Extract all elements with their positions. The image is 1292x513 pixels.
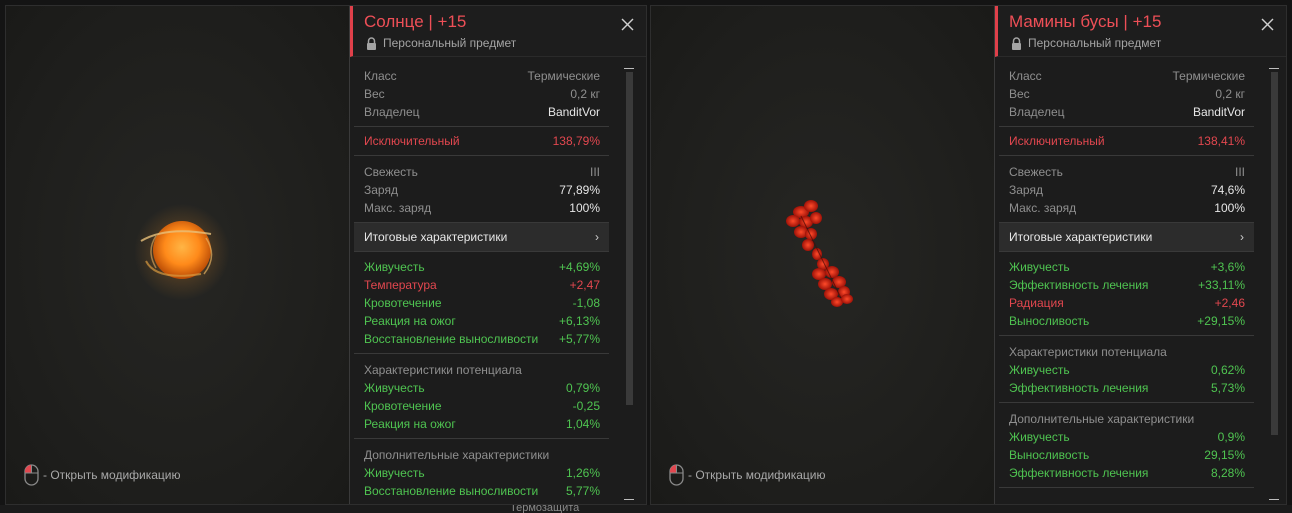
quality-section: Исключительный 138,41%	[999, 127, 1254, 156]
item-title: Солнце | +15	[364, 12, 467, 31]
state-row-freshness: Свежесть III	[1009, 165, 1245, 179]
personal-item-badge: Персональный предмет	[1011, 36, 1161, 50]
final-stats-section: Живучесть +3,6% Эффективность лечения +33,…	[999, 252, 1254, 336]
extra-section: Дополнительные характеристики Живучесть 0…	[999, 403, 1254, 488]
state-row-charge: Заряд 77,89%	[364, 183, 600, 197]
close-icon[interactable]	[1261, 18, 1274, 31]
final-stat-row: Живучесть +4,69%	[364, 260, 600, 274]
final-stat-row: Эффективность лечения +33,11%	[1009, 278, 1245, 292]
info-row-owner: Владелец BanditVor	[1009, 105, 1245, 119]
personal-item-label: Персональный предмет	[1028, 36, 1162, 50]
vertical-scrollbar[interactable]	[624, 66, 634, 500]
item-preview: - Открыть модификацию	[6, 6, 349, 504]
info-row-class: Класс Термические	[1009, 69, 1245, 83]
stats-scroll-area[interactable]: Класс Термические Вес 0,2 кг Владелец Bandi…	[354, 62, 609, 504]
open-modification-hint: - Открыть модификацию	[24, 464, 181, 486]
item-header: Солнце | +15 Персональный предмет	[350, 6, 646, 57]
item-window-sun: - Открыть модификацию Солнце | +15 Персо…	[5, 5, 647, 505]
item-info-panel: Мамины бусы | +15 Персональный предмет К…	[994, 6, 1286, 504]
extra-row: Живучесть 1,26%	[364, 466, 600, 480]
extra-section: Дополнительные характеристики Живучесть 1…	[354, 439, 609, 504]
vertical-scrollbar[interactable]	[1269, 66, 1279, 500]
background-strip: Термозащита	[0, 505, 1292, 513]
info-row-owner: Владелец BanditVor	[364, 105, 600, 119]
open-modification-label: - Открыть модификацию	[688, 468, 826, 482]
info-section: Класс Термические Вес 0,2 кг Владелец Bandi…	[354, 62, 609, 127]
final-stat-row: Реакция на ожог +6,13%	[364, 314, 600, 328]
open-modification-hint: - Открыть модификацию	[669, 464, 826, 486]
potential-title: Характеристики потенциала	[364, 363, 522, 377]
potential-title: Характеристики потенциала	[1009, 345, 1167, 359]
info-row-class: Класс Термические	[364, 69, 600, 83]
background-strip-text: Термозащита	[510, 505, 580, 513]
stats-scroll-area[interactable]: Класс Термические Вес 0,2 кг Владелец Bandi…	[999, 62, 1254, 504]
scrollbar-thumb[interactable]	[626, 72, 633, 405]
summary-stats-toggle[interactable]: Итоговые характеристики ›	[999, 223, 1254, 252]
final-stats-section: Живучесть +4,69% Температура +2,47 Кровоте…	[354, 252, 609, 354]
final-stat-row: Выносливость +29,15%	[1009, 314, 1245, 328]
final-stat-row: Температура +2,47	[364, 278, 600, 292]
info-row-weight: Вес 0,2 кг	[1009, 87, 1245, 101]
final-stat-row: Восстановление выносливости +5,77%	[364, 332, 600, 346]
potential-row: Эффективность лечения 5,73%	[1009, 381, 1245, 395]
mouse-left-click-icon	[24, 464, 39, 486]
potential-row: Живучесть 0,62%	[1009, 363, 1245, 377]
extra-title: Дополнительные характеристики	[1009, 412, 1195, 426]
mouse-left-click-icon	[669, 464, 684, 486]
extra-row: Живучесть 0,9%	[1009, 430, 1245, 444]
chevron-right-icon: ›	[595, 230, 599, 244]
quality-section: Исключительный 138,79%	[354, 127, 609, 156]
state-row-max-charge: Макс. заряд 100%	[364, 201, 600, 215]
state-row-max-charge: Макс. заряд 100%	[1009, 201, 1245, 215]
info-section: Класс Термические Вес 0,2 кг Владелец Bandi…	[999, 62, 1254, 127]
state-section: Свежесть III Заряд 74,6% Макс. заряд 100%	[999, 156, 1254, 223]
state-row-charge: Заряд 74,6%	[1009, 183, 1245, 197]
chevron-right-icon: ›	[1240, 230, 1244, 244]
personal-item-badge: Персональный предмет	[366, 36, 516, 50]
open-modification-label: - Открыть модификацию	[43, 468, 181, 482]
lock-icon	[367, 36, 376, 50]
potential-row: Кровотечение -0,25	[364, 399, 600, 413]
final-stat-row: Радиация +2,46	[1009, 296, 1245, 310]
info-row-weight: Вес 0,2 кг	[364, 87, 600, 101]
close-icon[interactable]	[621, 18, 634, 31]
item-3d-model-beads[interactable]	[651, 6, 994, 505]
state-section: Свежесть III Заряд 77,89% Макс. заряд 100%	[354, 156, 609, 223]
quality-row: Исключительный 138,79%	[364, 134, 600, 148]
item-preview: - Открыть модификацию	[651, 6, 994, 504]
item-info-panel: Солнце | +15 Персональный предмет Класс Т…	[349, 6, 646, 504]
extra-row: Эффективность лечения 8,28%	[1009, 466, 1245, 480]
item-header: Мамины бусы | +15 Персональный предмет	[995, 6, 1286, 57]
lock-icon	[1012, 36, 1021, 50]
final-stat-row: Кровотечение -1,08	[364, 296, 600, 310]
potential-section: Характеристики потенциала Живучесть 0,62%…	[999, 336, 1254, 403]
item-3d-model-sun[interactable]	[6, 6, 349, 505]
extra-title: Дополнительные характеристики	[364, 448, 550, 462]
potential-row: Живучесть 0,79%	[364, 381, 600, 395]
state-row-freshness: Свежесть III	[364, 165, 600, 179]
potential-section: Характеристики потенциала Живучесть 0,79%…	[354, 354, 609, 439]
extra-row: Восстановление выносливости 5,77%	[364, 484, 600, 498]
item-window-beads: - Открыть модификацию Мамины бусы | +15 …	[650, 5, 1287, 505]
item-title: Мамины бусы | +15	[1009, 12, 1162, 31]
scrollbar-thumb[interactable]	[1271, 72, 1278, 435]
quality-row: Исключительный 138,41%	[1009, 134, 1245, 148]
summary-stats-toggle[interactable]: Итоговые характеристики ›	[354, 223, 609, 252]
personal-item-label: Персональный предмет	[383, 36, 517, 50]
potential-row: Реакция на ожог 1,04%	[364, 417, 600, 431]
summary-stats-label: Итоговые характеристики	[364, 230, 508, 244]
extra-row: Выносливость 29,15%	[1009, 448, 1245, 462]
final-stat-row: Живучесть +3,6%	[1009, 260, 1245, 274]
summary-stats-label: Итоговые характеристики	[1009, 230, 1153, 244]
